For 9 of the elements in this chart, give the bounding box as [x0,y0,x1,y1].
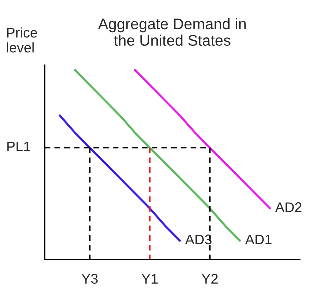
x-tick-label: Y1 [142,274,158,284]
x-tick-label: Y3 [82,274,98,284]
chart-title: Aggregate Demand in the United States [98,18,246,46]
x-tick-label: Y2 [202,274,218,284]
y-axis-title: Price level [7,28,38,53]
series-label: AD2 [275,202,302,212]
series-label: AD3 [185,234,212,245]
series-label: AD1 [245,234,272,244]
text: PL1 [8,142,30,152]
